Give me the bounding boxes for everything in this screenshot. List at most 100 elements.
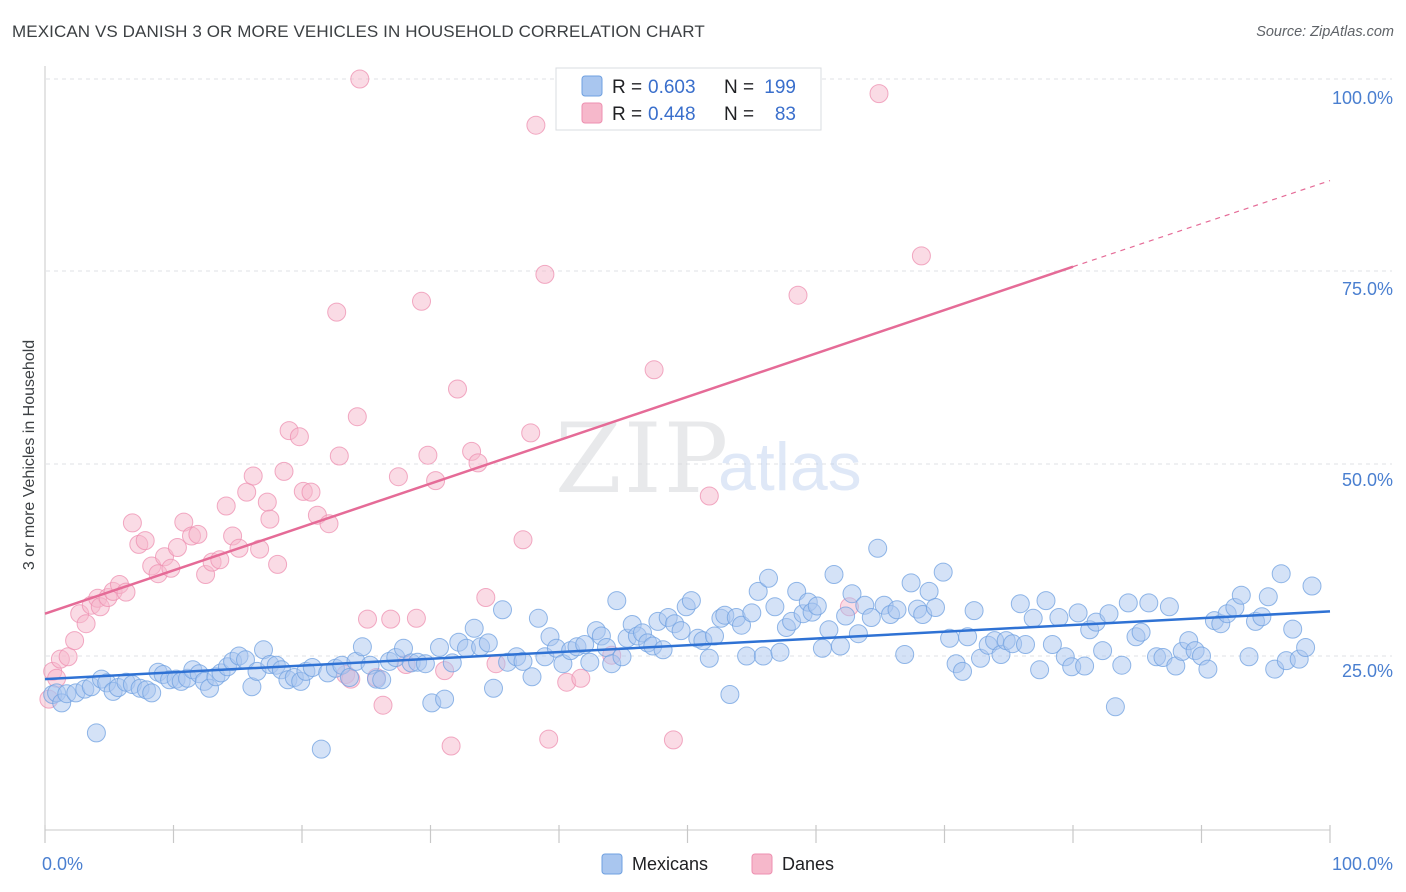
danes-point [521, 423, 541, 443]
mexicans-point [415, 654, 435, 674]
y-tick-50: 50.0% [1342, 470, 1393, 490]
danes-point [788, 285, 808, 305]
danes-point [476, 588, 496, 607]
mexicans-point [836, 606, 856, 626]
danes-point [76, 614, 96, 634]
legend-swatch-danes [581, 102, 603, 124]
danes-point [412, 291, 431, 311]
danes-point [373, 695, 393, 715]
mexicans-point [887, 600, 907, 620]
mexicans-point [919, 581, 939, 601]
danes-point [58, 647, 78, 667]
mexicans-point [1023, 608, 1043, 628]
legend-n-label-mexicans: N = [724, 77, 754, 98]
danes-point [301, 482, 321, 502]
mexicans-point [812, 638, 832, 658]
danes-point [381, 609, 401, 629]
mexicans-point [848, 624, 868, 644]
y-tick-100: 100.0% [1332, 88, 1393, 108]
mexicans-point [1049, 608, 1069, 627]
danes-point [644, 360, 664, 380]
source-label: Source: ZipAtlas.com [1256, 24, 1394, 40]
danes-point [167, 538, 187, 557]
mexicans-point [464, 618, 484, 638]
mexicans-point [1118, 593, 1138, 613]
mexicans-point [933, 562, 953, 582]
bottom-legend-swatch-danes [751, 853, 773, 875]
mexicans-point [926, 598, 945, 617]
mexicans-point [597, 638, 616, 657]
mexicans-point [1139, 593, 1159, 613]
danes-point [289, 427, 309, 447]
mexicans-point [1283, 619, 1303, 639]
danes-point [237, 482, 257, 502]
mexicans-point [807, 596, 827, 616]
mexicans-point [681, 591, 701, 611]
danes-point [448, 379, 467, 399]
danes-point [418, 445, 438, 465]
danes-point [188, 524, 208, 544]
mexicans-point [580, 652, 600, 672]
legend-r-label-mexicans: R = [612, 77, 642, 98]
gridlines [46, 78, 1392, 657]
mexicans-trendline [44, 610, 1331, 681]
mexicans-point [819, 620, 839, 640]
danes-point [135, 531, 155, 551]
mexicans-point [1131, 622, 1151, 642]
mexicans-point [1099, 604, 1119, 624]
danes-point [535, 264, 555, 284]
mexicans-point [575, 635, 595, 654]
danes-point [539, 729, 559, 749]
danes-point [274, 461, 294, 481]
mexicans-point [671, 621, 691, 641]
mexicans-point [1030, 660, 1050, 680]
chart-title: MEXICAN VS DANISH 3 OR MORE VEHICLES IN … [12, 22, 705, 41]
mexicans-point [86, 723, 106, 743]
y-axis-label: 3 or more Vehicles in Household [21, 340, 38, 570]
bottom-legend-label-mexicans: Mexicans [632, 854, 708, 874]
danes-point [911, 246, 931, 266]
mexicans-point [435, 689, 455, 709]
mexicans-point [1271, 564, 1291, 584]
mexicans-point [1198, 659, 1218, 679]
danes-point [406, 608, 426, 628]
mexicans-point [737, 646, 757, 666]
danes-point [350, 69, 370, 89]
mexicans-point [1302, 576, 1322, 596]
mexicans-point [1231, 585, 1251, 605]
mexicans-point [513, 651, 533, 671]
danes-point [347, 407, 367, 427]
mexicans-point [1296, 638, 1316, 657]
mexicans-point [759, 568, 778, 588]
mexicans-point [372, 670, 392, 690]
danes-point [327, 302, 347, 322]
mexicans-point [861, 608, 881, 627]
mexicans-point [493, 600, 512, 620]
mexicans-point [653, 640, 673, 660]
danes-point [216, 496, 236, 516]
danes-point [243, 466, 263, 486]
mexicans-point [1036, 591, 1056, 611]
mexicans-point [1112, 655, 1132, 675]
danes-point [122, 513, 142, 533]
mexicans-point [765, 597, 785, 617]
danes-trendline-extension [1072, 180, 1331, 268]
legend-n-value-mexicans: 199 [764, 77, 796, 98]
mexicans-point [1252, 607, 1272, 627]
mexicans-point [732, 615, 751, 635]
mexicans-point [1016, 635, 1035, 654]
danes-point [257, 492, 277, 512]
x-ticks [44, 825, 1331, 843]
mexicans-point [868, 538, 888, 558]
legend-r-value-danes: 0.448 [648, 104, 696, 125]
danes-point [869, 84, 889, 104]
mexicans-point [484, 678, 503, 698]
danes-point [358, 609, 377, 629]
top-legend: R = 0.603 N = 199 R = 0.448 N = 83 [555, 67, 822, 131]
mexicans-point [430, 638, 449, 657]
bottom-legend: Mexicans Danes [601, 853, 834, 875]
mexicans-point [699, 648, 719, 668]
mexicans-point [842, 584, 862, 604]
mexicans-point [770, 642, 790, 662]
